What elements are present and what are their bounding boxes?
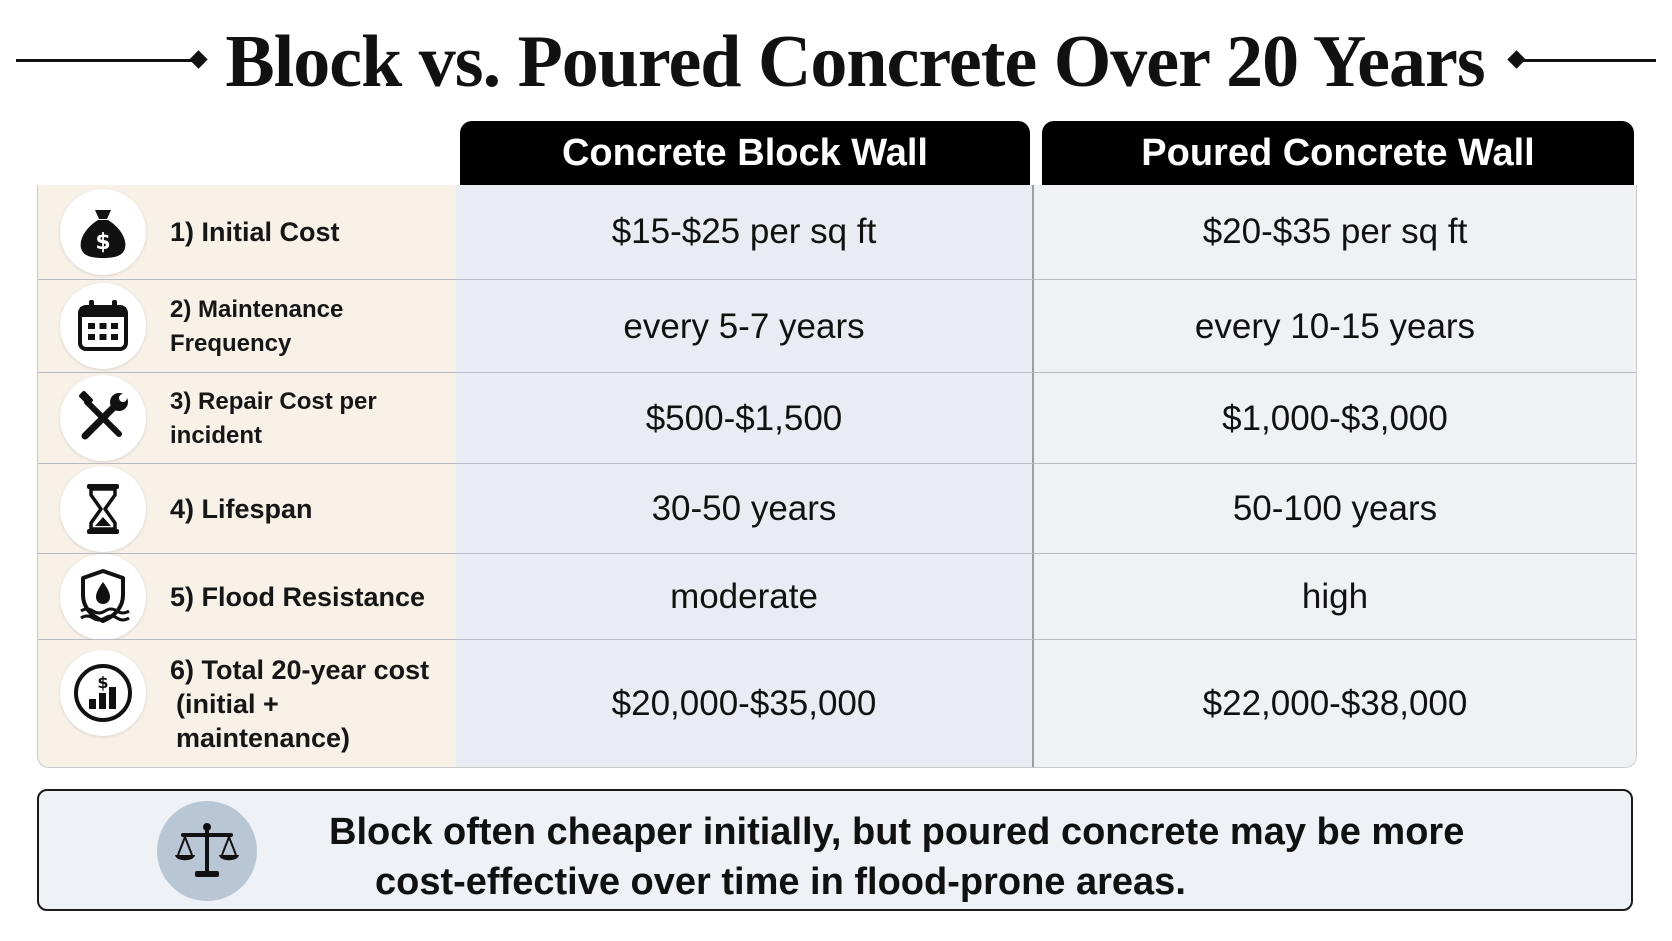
hourglass-icon (60, 466, 146, 552)
row-label-text: 3) Repair Cost per incident (170, 387, 377, 449)
block-value: every 5-7 years (456, 280, 1034, 373)
poured-value: 50-100 years (1034, 464, 1636, 554)
title-row: Block vs. Poured Concrete Over 20 Years (0, 0, 1672, 120)
cost-chart-icon: $ (60, 650, 146, 736)
row-label-text: 5) Flood Resistance (170, 582, 426, 612)
block-value: $500-$1,500 (456, 373, 1034, 464)
row-label-cell: 2) Maintenance Frequency (38, 280, 457, 373)
column-header-poured: Poured Concrete Wall (1042, 121, 1634, 185)
comparison-table: $ 1) Initial Cost $15-$25 per sq ft $20-… (37, 185, 1637, 768)
title-diamond-left (189, 50, 208, 69)
row-label: 3) Repair Cost per incident (170, 373, 450, 464)
poured-value: high (1034, 554, 1636, 640)
row-label: 2) Maintenance Frequency (170, 280, 450, 373)
poured-value: $20-$35 per sq ft (1034, 185, 1636, 279)
table-row: $ 6) Total 20-year cost (initial + maint… (38, 639, 1636, 767)
column-header-block: Concrete Block Wall (460, 121, 1030, 185)
balance-scale-icon (157, 801, 257, 901)
table-row: $ 1) Initial Cost $15-$25 per sq ft $20-… (38, 185, 1636, 279)
flood-shield-icon (60, 554, 146, 640)
poured-value: $1,000-$3,000 (1034, 373, 1636, 464)
row-label-subtext: (initial + maintenance) (176, 689, 351, 753)
row-label-text: 6) Total 20-year cost (170, 655, 430, 685)
page-title: Block vs. Poured Concrete Over 20 Years (225, 21, 1485, 103)
poured-value: every 10-15 years (1034, 280, 1636, 373)
title-rule-right (1516, 59, 1656, 62)
title-rule-left (16, 59, 196, 62)
row-label: 1) Initial Cost (170, 185, 450, 279)
svg-text:$: $ (97, 673, 108, 692)
row-label-text: 4) Lifespan (170, 494, 313, 524)
row-label: 6) Total 20-year cost (initial + mainten… (170, 640, 450, 767)
row-label-text: 1) Initial Cost (170, 217, 340, 247)
table-row: 5) Flood Resistance moderate high (38, 553, 1636, 640)
svg-text:$: $ (95, 230, 110, 255)
block-value: 30-50 years (456, 464, 1034, 554)
row-label: 5) Flood Resistance (170, 554, 450, 640)
row-label: 4) Lifespan (170, 464, 450, 554)
row-label-cell: 5) Flood Resistance (38, 554, 457, 640)
block-value: $20,000-$35,000 (456, 640, 1034, 767)
table-row: 3) Repair Cost per incident $500-$1,500 … (38, 372, 1636, 464)
row-label-cell: $ 1) Initial Cost (38, 185, 457, 279)
poured-value: $22,000-$38,000 (1034, 640, 1636, 767)
row-label-cell: 3) Repair Cost per incident (38, 373, 457, 464)
calendar-icon (60, 283, 146, 369)
row-label-text: 2) Maintenance Frequency (170, 295, 344, 357)
summary-line-1: Block often cheaper initially, but poure… (329, 811, 1465, 853)
summary-box: Block often cheaper initially, but poure… (37, 789, 1633, 911)
summary-text: Block often cheaper initially, but poure… (329, 807, 1569, 907)
row-label-cell: $ 6) Total 20-year cost (initial + maint… (38, 640, 457, 767)
summary-line-2: cost-effective over time in flood-prone … (375, 861, 1186, 903)
row-label-cell: 4) Lifespan (38, 464, 457, 554)
table-row: 2) Maintenance Frequency every 5-7 years… (38, 279, 1636, 373)
money-bag-icon: $ (60, 189, 146, 275)
block-value: moderate (456, 554, 1034, 640)
block-value: $15-$25 per sq ft (456, 185, 1034, 279)
table-row: 4) Lifespan 30-50 years 50-100 years (38, 463, 1636, 554)
tools-icon (60, 375, 146, 461)
